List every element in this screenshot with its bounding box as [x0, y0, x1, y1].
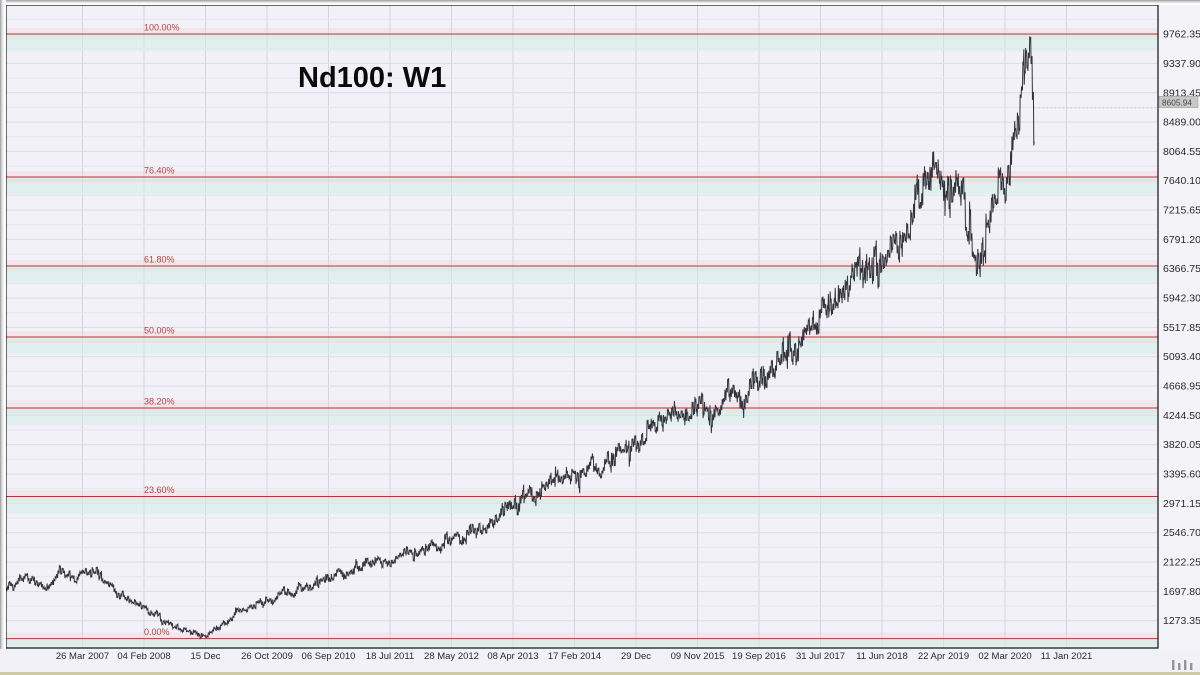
- svg-text:17 Feb 2014: 17 Feb 2014: [548, 651, 601, 662]
- svg-text:19 Sep 2016: 19 Sep 2016: [732, 651, 786, 662]
- svg-text:29 Dec: 29 Dec: [621, 651, 651, 662]
- svg-text:11 Jan 2021: 11 Jan 2021: [1041, 651, 1093, 662]
- svg-text:18 Jul 2011: 18 Jul 2011: [366, 651, 414, 662]
- svg-text:31 Jul 2017: 31 Jul 2017: [796, 651, 845, 662]
- svg-text:15 Dec: 15 Dec: [190, 651, 220, 662]
- svg-text:06 Sep 2010: 06 Sep 2010: [302, 651, 356, 662]
- svg-text:22 Apr 2019: 22 Apr 2019: [918, 651, 969, 662]
- svg-text:02 Mar 2020: 02 Mar 2020: [978, 651, 1031, 662]
- svg-text:11 Jun 2018: 11 Jun 2018: [856, 651, 908, 662]
- svg-text:26 Oct 2009: 26 Oct 2009: [241, 651, 293, 662]
- svg-text:28 May 2012: 28 May 2012: [424, 651, 479, 662]
- svg-text:08 Apr 2013: 08 Apr 2013: [487, 651, 538, 662]
- svg-text:04 Feb 2008: 04 Feb 2008: [117, 651, 170, 662]
- svg-text:09 Nov 2015: 09 Nov 2015: [671, 651, 725, 662]
- svg-text:26 Mar 2007: 26 Mar 2007: [56, 651, 109, 662]
